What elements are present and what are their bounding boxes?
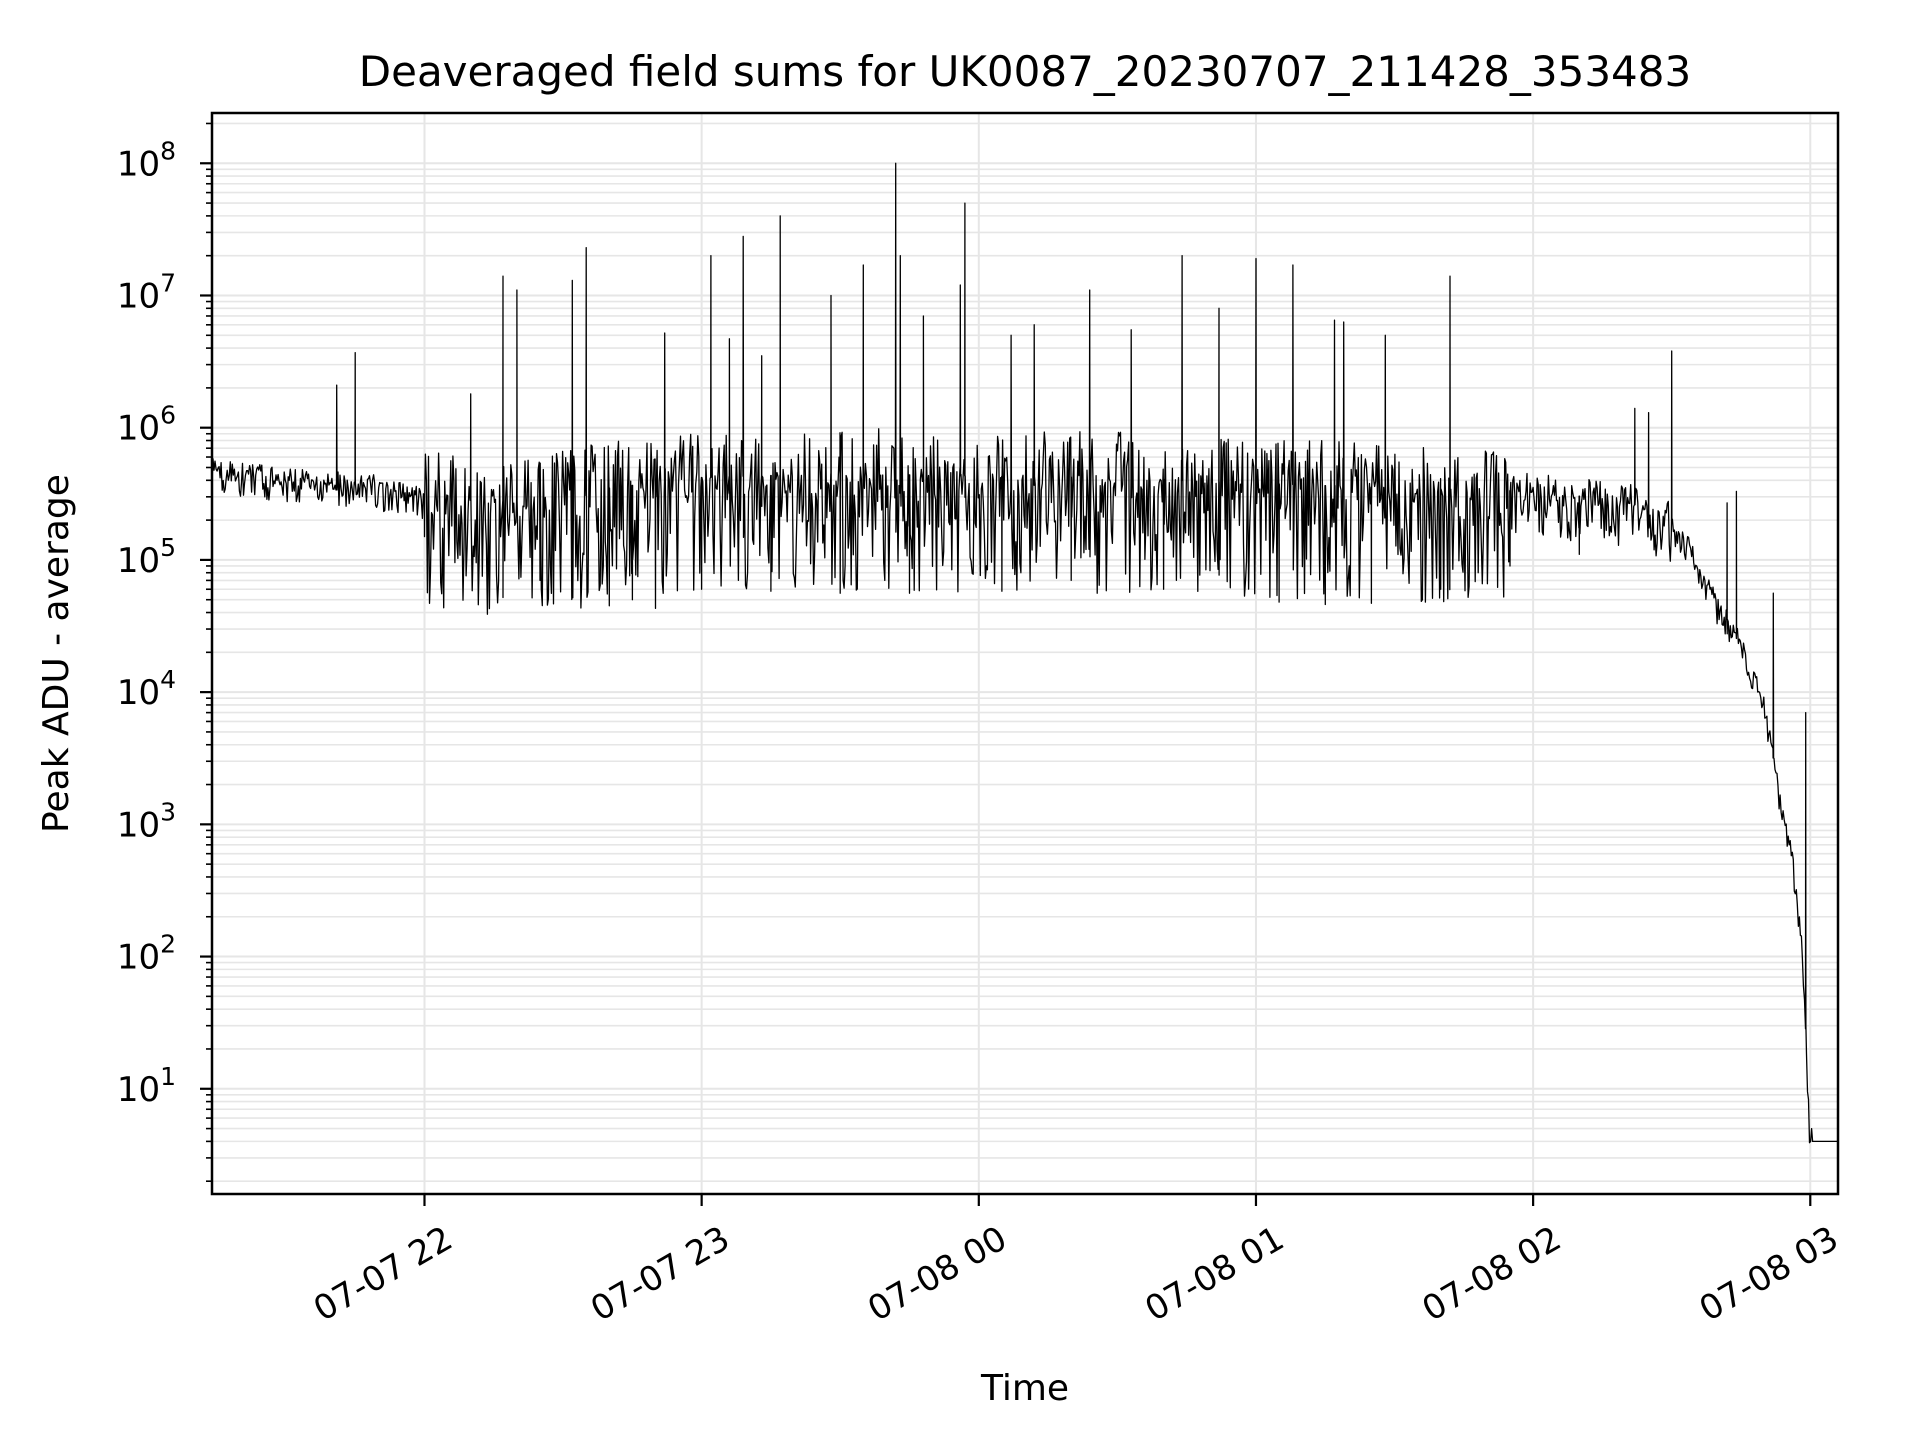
y-tick-label: 101 <box>117 1062 176 1110</box>
x-axis-title: Time <box>980 1368 1069 1409</box>
y-tick-label: 107 <box>117 268 176 316</box>
y-tick-label: 108 <box>117 136 176 184</box>
y-tick-label: 104 <box>117 665 176 713</box>
grid <box>212 113 1838 1194</box>
y-tick-label: 102 <box>117 930 176 978</box>
plot-area <box>211 162 1838 1144</box>
series-line <box>211 162 1838 1144</box>
y-tick-label: 103 <box>117 797 176 845</box>
y-axis-title: Peak ADU - average <box>36 474 77 833</box>
chart-title: Deaveraged field sums for UK0087_2023070… <box>359 47 1691 96</box>
plot-frame <box>210 111 1840 1196</box>
y-tick-label: 105 <box>117 533 176 581</box>
y-tick-label: 106 <box>117 401 176 449</box>
